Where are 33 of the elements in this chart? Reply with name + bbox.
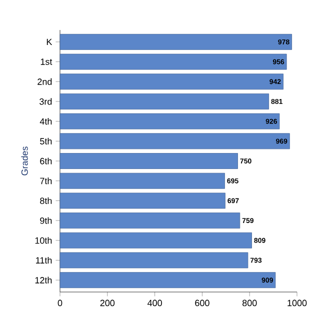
x-tick-label: 800 — [242, 300, 257, 306]
bar — [60, 113, 280, 130]
x-tick-label: 400 — [147, 300, 162, 306]
bar — [60, 192, 226, 209]
bar — [60, 272, 276, 288]
bar — [60, 232, 252, 248]
y-tick-label: 1st — [40, 58, 52, 65]
bar — [60, 153, 238, 169]
x-tick-label: 600 — [195, 300, 210, 306]
y-tick-label: 5th — [40, 138, 52, 144]
y-tick-label: 3rd — [40, 98, 52, 105]
y-tick-label: 12th — [35, 276, 52, 284]
y-tick-label: 7th — [40, 178, 52, 184]
y-tick-label: 9th — [40, 217, 52, 224]
bar — [60, 212, 240, 228]
bar — [60, 34, 292, 50]
y-tick-label: 2nd — [38, 78, 52, 85]
y-tick-label: 6th — [40, 158, 52, 164]
y-axis-title: Grades — [21, 146, 28, 176]
bar — [60, 133, 290, 150]
bar — [60, 172, 225, 189]
bar — [60, 252, 248, 268]
y-tick-label: 11th — [36, 256, 52, 264]
bar — [60, 74, 284, 90]
y-tick-label: 8th — [40, 197, 52, 204]
y-tick-label: 4th — [40, 118, 52, 125]
x-tick-label: 200 — [100, 300, 115, 306]
bar — [60, 54, 287, 70]
y-tick-label: K — [46, 38, 52, 46]
y-tick-label: 10th — [35, 237, 52, 244]
bar — [60, 94, 269, 110]
x-tick-label: 0 — [58, 300, 62, 306]
x-tick-label: 1000 — [288, 300, 307, 306]
